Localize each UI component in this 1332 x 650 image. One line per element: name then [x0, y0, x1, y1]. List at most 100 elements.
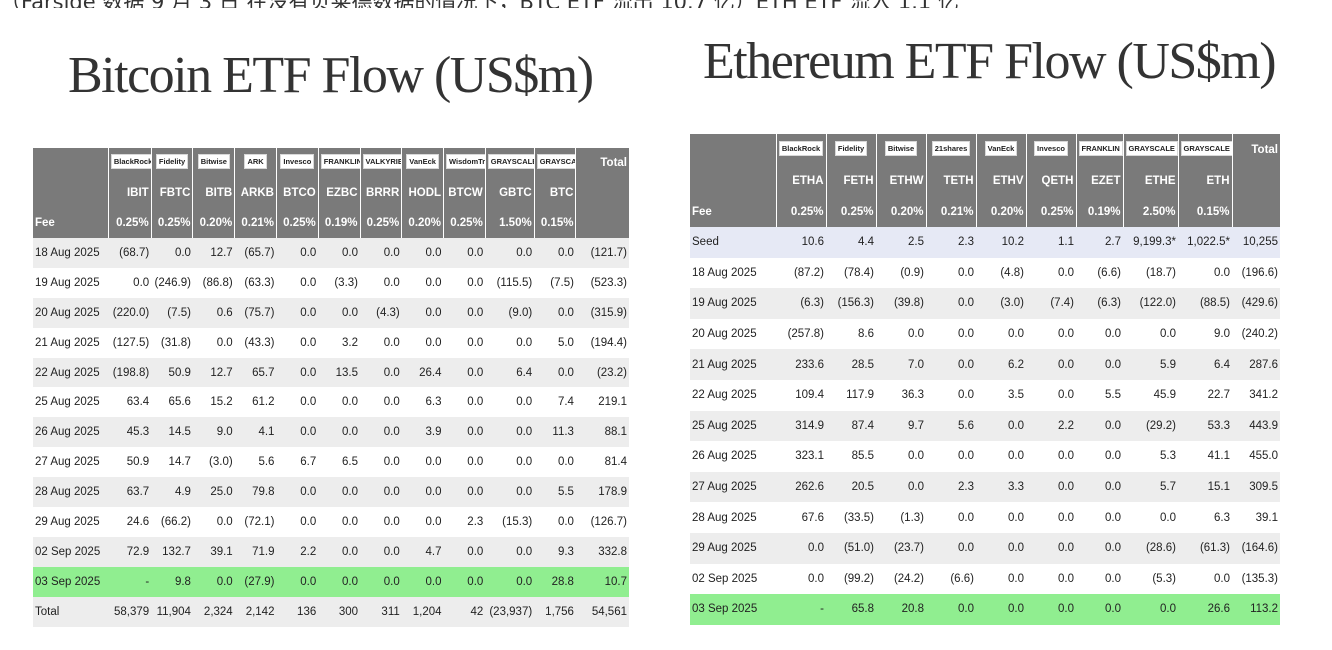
issuer-cell: GRAYSCALE — [1123, 134, 1179, 165]
flow-cell: 0.0 — [876, 471, 926, 503]
flow-cell: 45.3 — [108, 417, 152, 448]
row-date: 25 Aug 2025 — [35, 396, 100, 409]
flow-cell: 0.0 — [300, 276, 317, 289]
flow-cell: 0.0 — [1076, 349, 1123, 380]
flow-cell: 0.0 — [342, 515, 358, 528]
flow-cell: 12.7 — [192, 238, 235, 268]
flow-cell: 72.9 — [108, 536, 152, 567]
flow-cell: (523.3) — [590, 276, 627, 289]
issuer-logo: Bitwise — [197, 154, 230, 169]
flow-cell: 0.0 — [425, 276, 442, 289]
flow-cell: 45.9 — [1153, 389, 1176, 402]
flow-cell: 6.4 — [1178, 349, 1232, 380]
table-row: 20 Aug 2025 (220.0) (7.5) 0.6 (75.7) 0.0 0.0 (4… — [33, 297, 629, 328]
flow-cell: 71.9 — [234, 536, 277, 567]
issuer-cell: BlackRock — [108, 148, 152, 178]
table-row: 03 Sep 2025-65.8 20.8 0.0 0.0 0.0 0.0 0.0 26.6 1… — [690, 594, 1280, 625]
issuer-cell: GRAYSCALE — [485, 148, 535, 178]
flow-cell: 0.0 — [443, 536, 486, 567]
flow-cell: (164.6) — [1232, 532, 1280, 564]
flow-cell: 0.0 — [1076, 594, 1123, 625]
total-header: Total — [1232, 134, 1280, 165]
flow-cell: 4.7 — [401, 536, 444, 567]
flow-cell: 0.0 — [360, 238, 402, 268]
fee-cell: 0.15% — [534, 208, 577, 238]
btc-ticker-row: IBIT FBTC BITB ARKB BTCO EZBC BRRR HODL BTCW GBTC… — [33, 178, 629, 208]
flow-cell: 5.6 — [926, 410, 976, 442]
flow-cell: 0.0 — [401, 297, 444, 328]
flow-cell: 0.0 — [425, 456, 442, 469]
table-row: 28 Aug 2025 67.6 (33.5) (1.3) 0.0 0.0 0.0 0.0 0.… — [690, 502, 1280, 533]
flow-cell: 300 — [318, 596, 360, 627]
fee-cell: 0.20% — [976, 196, 1027, 227]
flow-cell: (198.8) — [108, 357, 152, 388]
flow-cell: 9.7 — [876, 410, 926, 442]
flow-cell: 63.4 — [126, 396, 150, 409]
flow-cell: 10.2 — [976, 227, 1026, 258]
row-date: 21 Aug 2025 — [690, 349, 776, 380]
flow-cell: 0.0 — [360, 566, 402, 597]
flow-cell: 1.1 — [1026, 227, 1076, 258]
flow-cell: 233.6 — [776, 349, 826, 380]
issuer-logo: FRANKLIN — [320, 154, 360, 169]
flow-cell: 0.0 — [360, 417, 402, 448]
blank-cell — [690, 165, 777, 196]
flow-cell: 0.0 — [425, 515, 442, 528]
row-date: 18 Aug 2025 — [33, 238, 109, 268]
flow-cell: 6.5 — [342, 456, 358, 469]
issuer-logo: Invesco — [1034, 140, 1068, 156]
eth-ticker-row: ETHA FETH ETHW TETH ETHV QETH EZET ETHE ETH — [690, 165, 1280, 196]
flow-cell: 9,199.3* — [1123, 227, 1178, 258]
flow-cell: (135.3) — [1241, 572, 1278, 585]
flow-cell: 113.2 — [1232, 594, 1280, 625]
flow-cell: 0.0 — [300, 396, 317, 409]
flow-cell: 0.0 — [926, 532, 976, 564]
flow-cell: (3.3) — [334, 276, 358, 289]
flow-cell: 0.0 — [360, 477, 402, 508]
flow-cell: 2.3 — [926, 227, 976, 258]
flow-cell: 0.0 — [1105, 450, 1121, 463]
flow-cell: 0.0 — [1008, 511, 1024, 524]
issuer-logo: Fidelity — [834, 140, 868, 156]
flow-cell: 4.9 — [151, 477, 193, 508]
row-date: Total — [33, 596, 109, 627]
blank-cell — [575, 208, 629, 238]
flow-cell: 0.0 — [318, 566, 360, 597]
flow-cell: (7.5) — [151, 297, 193, 328]
flow-cell: 36.3 — [901, 389, 924, 402]
flow-cell: (65.7) — [234, 238, 277, 268]
flow-cell: 0.0 — [1160, 511, 1176, 524]
row-date: 02 Sep 2025 — [692, 572, 758, 585]
ticker-header: EZET — [1076, 165, 1124, 196]
flow-cell: 54,561 — [575, 596, 629, 627]
fee-cell: 0.25% — [443, 208, 486, 238]
flow-cell: 0.6 — [192, 297, 235, 328]
flow-cell: 0.0 — [1105, 328, 1121, 341]
ticker-header: ETH — [1178, 165, 1233, 196]
flow-cell: 14.5 — [151, 417, 193, 448]
row-date: 20 Aug 2025 — [692, 328, 757, 341]
issuer-cell: Fidelity — [151, 148, 194, 178]
flow-cell: 0.0 — [1105, 572, 1121, 585]
flow-cell: 41.1 — [1207, 450, 1230, 463]
issuer-logo: BlackRock — [110, 154, 151, 169]
issuer-logo: GRAYSCALE — [487, 154, 534, 169]
flow-cell: 0.0 — [276, 477, 319, 508]
ticker-header: TETH — [926, 165, 977, 196]
flow-cell: 2.7 — [1076, 227, 1123, 258]
btc-fee-row: Fee 0.25% 0.25% 0.20% 0.21% 0.25% 0.19% 0.25% 0.… — [33, 208, 629, 238]
total-header: Total — [575, 148, 629, 178]
fee-cell: 0.25% — [360, 208, 403, 238]
issuer-cell: FRANKLIN — [1076, 134, 1124, 165]
cropped-top-caption: （Farside 数据 9 月 3 日 在没有贝莱德数据的情况下，BTC ETF… — [0, 0, 1332, 8]
table-row: Seed 10.6 4.4 2.5 2.3 10.2 1.1 2.7 9,199.3* 1,022… — [690, 227, 1280, 258]
blank-cell — [575, 178, 629, 208]
flow-cell: 0.0 — [401, 238, 444, 268]
flow-cell: 81.4 — [604, 456, 627, 469]
flow-cell: 262.6 — [776, 471, 826, 503]
flow-cell: (127.5) — [112, 336, 150, 349]
ticker-header: BRRR — [360, 178, 403, 208]
btc-issuer-row: BlackRock Fidelity Bitwise ARK Invesco FRANKL… — [33, 148, 629, 178]
flow-cell: 0.0 — [276, 238, 319, 268]
flow-cell: - — [108, 566, 152, 597]
